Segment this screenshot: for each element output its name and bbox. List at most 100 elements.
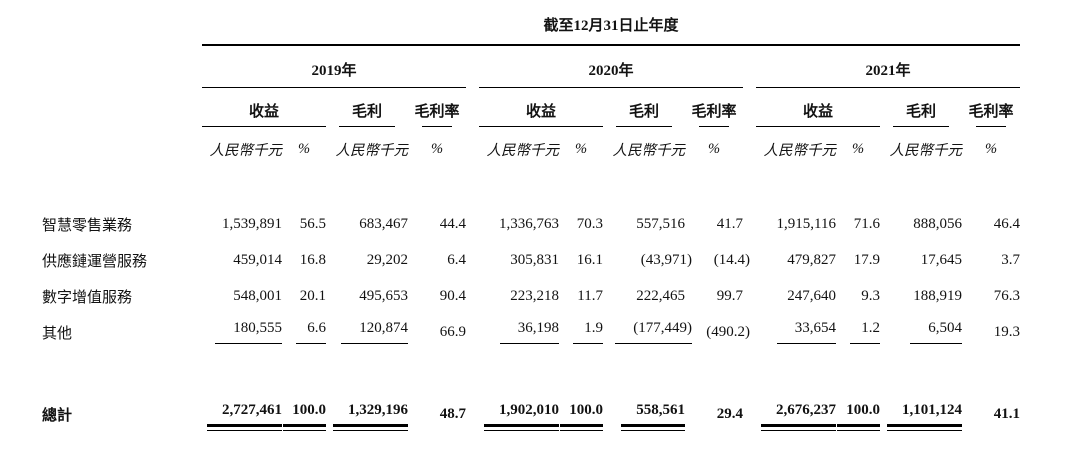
col-header-revenue-2020: 收益 xyxy=(479,88,603,128)
table-row-others: 其他 180,555 6.6 120,874 66.9 36,198 1.9 (… xyxy=(42,314,1020,350)
cell-value: 305,831 xyxy=(510,251,559,268)
cell-value: 495,653 xyxy=(359,287,408,304)
cell-value: 188,919 xyxy=(913,287,962,304)
cell-value: 459,014 xyxy=(233,251,282,268)
cell-value: 70.3 xyxy=(576,215,603,232)
table-title: 截至12月31日止年度 xyxy=(202,14,1021,46)
total-value: 48.7 xyxy=(439,405,466,422)
cell-value: 17.9 xyxy=(853,251,880,268)
cell-value: 56.5 xyxy=(299,215,326,232)
col-header-gross-profit-2019: 毛利 xyxy=(326,88,408,128)
table-row-supply-chain: 供應鏈運營服務 459,014 16.8 29,202 6.4 305,831 … xyxy=(42,242,1020,278)
percent-label: % xyxy=(430,141,444,157)
year-header-2021: 2021年 xyxy=(756,45,1021,88)
percent-label: % xyxy=(984,141,998,157)
percent-label: % xyxy=(851,141,865,157)
cell-value: 19.3 xyxy=(993,323,1021,340)
percent-label: % xyxy=(574,141,588,157)
cell-value: 557,516 xyxy=(636,215,685,232)
cell-value: 247,640 xyxy=(787,287,836,304)
cell-value: 180,555 xyxy=(215,320,282,344)
cell-value: 3.7 xyxy=(1001,251,1021,268)
cell-value: 1,336,763 xyxy=(499,215,559,232)
cell-value: 90.4 xyxy=(439,287,466,304)
col-header-gross-profit-2021: 毛利 xyxy=(880,88,962,128)
corner-blank xyxy=(42,14,202,45)
cell-value: 99.7 xyxy=(716,287,743,304)
col-header-gross-margin-2019: 毛利率 xyxy=(408,88,466,128)
col-header-revenue-2019: 收益 xyxy=(202,88,326,128)
total-value: 41.1 xyxy=(993,405,1021,422)
cell-value: 66.9 xyxy=(439,323,466,340)
cell-value: 29,202 xyxy=(366,251,408,268)
year-header-2019: 2019年 xyxy=(202,45,466,88)
column-gap xyxy=(743,45,756,88)
cell-value: 11.7 xyxy=(577,287,603,304)
spacer-row xyxy=(42,350,1020,394)
percent-label: % xyxy=(297,141,311,157)
row-label: 其他 xyxy=(42,325,73,342)
cell-value: 222,465 xyxy=(636,287,685,304)
total-value: 2,727,461 xyxy=(207,402,282,431)
unit-label: 人民幣千元 xyxy=(889,143,963,159)
row-label: 數字增值服務 xyxy=(42,289,133,306)
cell-value: 36,198 xyxy=(499,320,559,344)
total-value: 1,329,196 xyxy=(333,402,408,431)
cell-value: 223,218 xyxy=(510,287,559,304)
unit-header-row: 人民幣千元 % 人民幣千元 % 人民幣千元 % 人民幣千元 % 人民幣千元 % … xyxy=(42,127,1020,160)
column-gap xyxy=(466,45,479,88)
unit-label: 人民幣千元 xyxy=(763,143,837,159)
cell-value: 6.6 xyxy=(296,320,326,344)
year-header-row: 2019年 2020年 2021年 xyxy=(42,45,1021,88)
cell-value: 16.1 xyxy=(576,251,603,268)
total-value: 1,101,124 xyxy=(887,402,962,431)
unit-label: 人民幣千元 xyxy=(335,143,409,159)
cell-value: 16.8 xyxy=(299,251,326,268)
row-label: 智慧零售業務 xyxy=(42,217,133,234)
cell-value: 888,056 xyxy=(913,215,962,232)
cell-value: 1,915,116 xyxy=(776,215,836,232)
cell-value: 1,539,891 xyxy=(222,215,282,232)
segment-financials-table: 截至12月31日止年度 2019年 2020年 2021年 收益 毛利 毛利率 … xyxy=(42,14,1021,434)
unit-label: 人民幣千元 xyxy=(486,143,560,159)
cell-value: 683,467 xyxy=(359,215,408,232)
cell-value: 548,001 xyxy=(233,287,282,304)
cell-value: 33,654 xyxy=(776,320,836,344)
cell-value: 17,645 xyxy=(920,251,962,268)
row-label: 供應鏈運營服務 xyxy=(42,253,148,270)
table-row-total: 總計 2,727,461 100.0 1,329,196 48.7 1,902,… xyxy=(42,394,1020,434)
cell-value: (43,971) xyxy=(640,251,692,268)
cell-value: (490.2) xyxy=(706,323,750,340)
col-header-gross-margin-2020: 毛利率 xyxy=(685,88,743,128)
col-header-gross-profit-2020: 毛利 xyxy=(603,88,685,128)
cell-value: 20.1 xyxy=(299,287,326,304)
cell-value: (177,449) xyxy=(615,320,692,344)
year-header-2020: 2020年 xyxy=(479,45,743,88)
cell-value: 41.7 xyxy=(716,215,743,232)
cell-value: 120,874 xyxy=(341,320,408,344)
cell-value: 9.3 xyxy=(861,287,880,304)
unit-label: 人民幣千元 xyxy=(612,143,686,159)
total-value: 2,676,237 xyxy=(761,402,836,431)
col-header-revenue-2021: 收益 xyxy=(756,88,880,128)
total-value: 100.0 xyxy=(837,402,880,431)
cell-value: (14.4) xyxy=(713,251,750,268)
col-header-gross-margin-2021: 毛利率 xyxy=(962,88,1020,128)
unit-label: 人民幣千元 xyxy=(209,143,283,159)
total-value: 558,561 xyxy=(621,402,685,431)
spacer-row xyxy=(42,160,1020,206)
cell-value: 6.4 xyxy=(447,251,466,268)
table-title-row: 截至12月31日止年度 xyxy=(42,14,1021,46)
cell-value: 6,504 xyxy=(910,320,962,344)
total-value: 1,902,010 xyxy=(484,402,559,431)
table-row-digital-vas: 數字增值服務 548,001 20.1 495,653 90.4 223,218… xyxy=(42,278,1020,314)
total-value: 100.0 xyxy=(560,402,603,431)
cell-value: 1.9 xyxy=(573,320,603,344)
total-value: 29.4 xyxy=(716,405,743,422)
percent-label: % xyxy=(707,141,721,157)
total-row-label: 總計 xyxy=(42,407,73,424)
cell-value: 71.6 xyxy=(853,215,880,232)
cell-value: 1.2 xyxy=(850,320,880,344)
table-row-smart-retail: 智慧零售業務 1,539,891 56.5 683,467 44.4 1,336… xyxy=(42,206,1020,242)
